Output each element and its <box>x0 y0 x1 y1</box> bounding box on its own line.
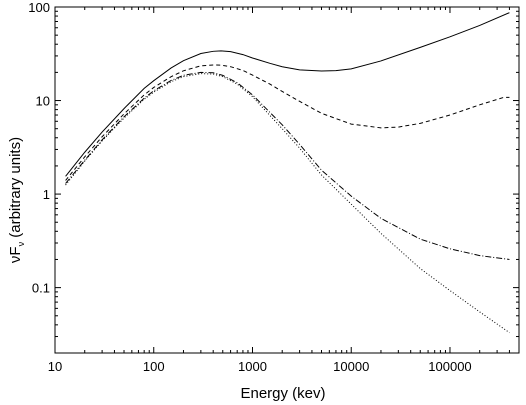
ticks-layer <box>54 6 520 354</box>
series-line-dotted <box>65 73 510 334</box>
y-tick-label: 10 <box>36 94 50 109</box>
labels-layer: 10 100 1000 10000 100000 0.1 1 10 100 <box>28 0 471 374</box>
series-line-solid <box>65 12 510 177</box>
x-tick-label: 10 <box>48 359 62 374</box>
y-axis-title: νFν (arbitrary units) <box>7 137 26 263</box>
plot-frame <box>54 6 520 354</box>
x-tick-label: 1000 <box>238 359 267 374</box>
series-line-dash-dot <box>65 71 510 260</box>
y-axis-title-suffix: (arbitrary units) <box>7 137 24 242</box>
series-layer <box>65 12 510 334</box>
y-axis-title-subscript: ν <box>16 241 26 246</box>
x-tick-label: 10000 <box>333 359 369 374</box>
series-line-dashed <box>65 64 510 181</box>
y-axis-title-prefix: νF <box>7 246 24 263</box>
x-axis-title: Energy (kev) <box>240 385 325 402</box>
y-tick-label: 100 <box>28 0 50 15</box>
y-tick-label: 1 <box>43 187 50 202</box>
y-tick-label: 0.1 <box>32 281 50 296</box>
x-tick-label: 100 <box>143 359 165 374</box>
plot-area <box>54 6 520 354</box>
x-tick-label: 100000 <box>428 359 471 374</box>
